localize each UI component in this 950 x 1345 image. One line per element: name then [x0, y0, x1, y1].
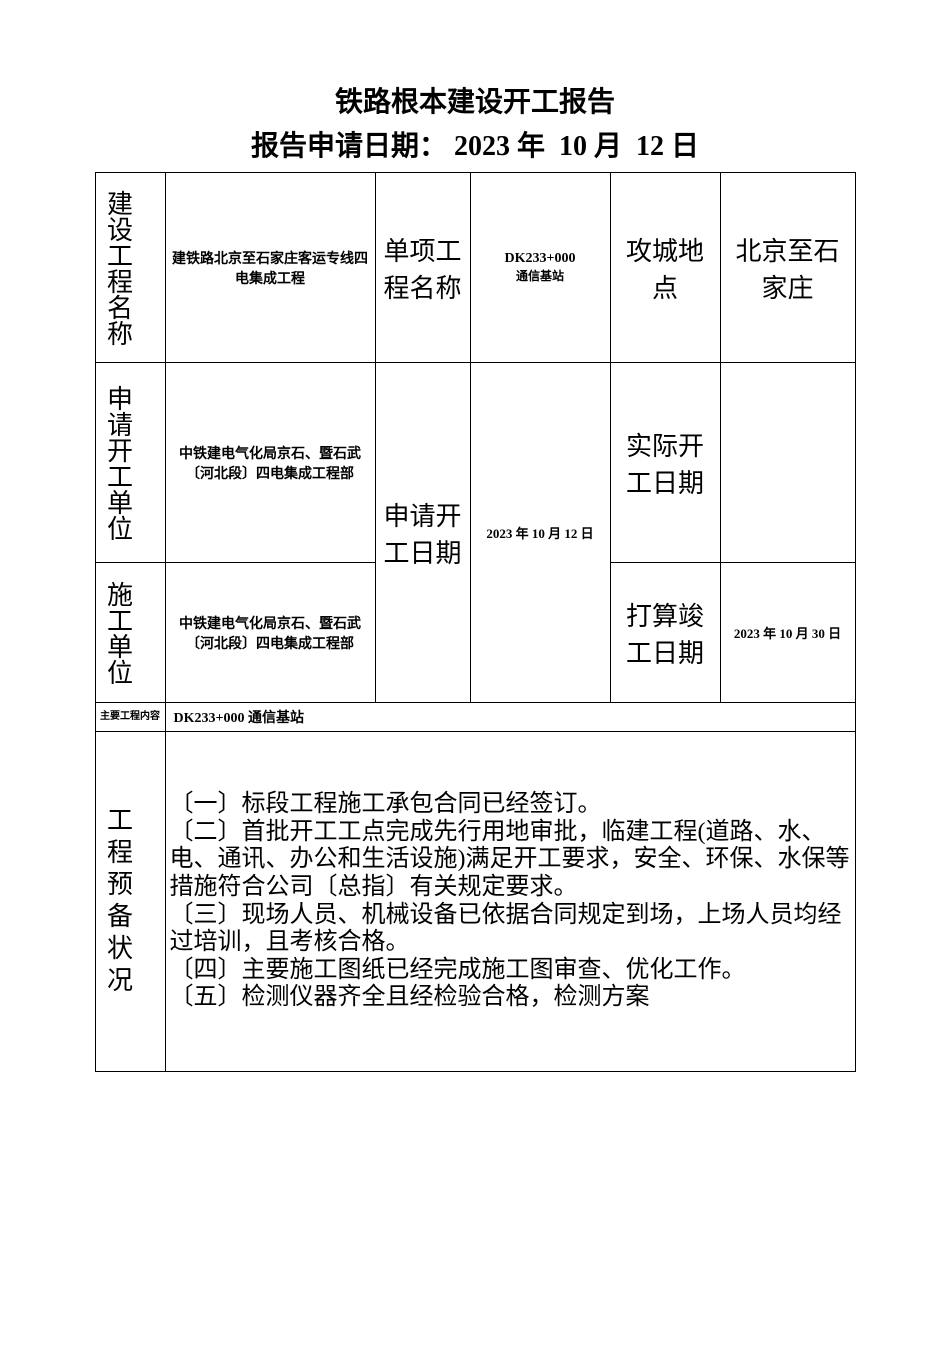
label-prep-status: 工程预备状况 [95, 732, 165, 1072]
val-project-name: 建铁路北京至石家庄客运专线四电集成工程 [165, 173, 375, 363]
val-sub-project: DK233+000 通信基站 [470, 173, 610, 363]
label-project-name: 建设工程名称 [95, 173, 165, 363]
label-apply-unit: 申请开工单位 [95, 363, 165, 563]
val-main-content: DK233+000 通信基站 [165, 703, 855, 732]
label-location: 攻城地点 [610, 173, 720, 363]
label-plan-date: 打算竣工日期 [610, 563, 720, 703]
val-actual-date [720, 363, 855, 563]
val-prep-status: 〔一〕标段工程施工承包合同已经签订。 〔二〕首批开工工点完成先行用地审批，临建工… [165, 732, 855, 1072]
report-table: 建设工程名称 建铁路北京至石家庄客运专线四电集成工程 单项工程名称 DK233+… [95, 172, 856, 1072]
val-plan-date: 2023 年 10 月 30 日 [720, 563, 855, 703]
label-apply-date: 申请开工日期 [375, 363, 470, 703]
val-apply-unit: 中铁建电气化局京石、暨石武〔河北段〕四电集成工程部 [165, 363, 375, 563]
subtitle-date: 报告申请日期： 2023 年 10 月 12 日 [0, 124, 950, 164]
label-construct-unit: 施工单位 [95, 563, 165, 703]
val-apply-date: 2023 年 10 月 12 日 [470, 363, 610, 703]
val-construct-unit: 中铁建电气化局京石、暨石武〔河北段〕四电集成工程部 [165, 563, 375, 703]
label-main-content: 主要工程内容 [95, 703, 165, 732]
label-sub-project: 单项工程名称 [375, 173, 470, 363]
label-actual-date: 实际开工日期 [610, 363, 720, 563]
main-title: 铁路根本建设开工报告 [0, 80, 950, 120]
val-location: 北京至石家庄 [720, 173, 855, 363]
